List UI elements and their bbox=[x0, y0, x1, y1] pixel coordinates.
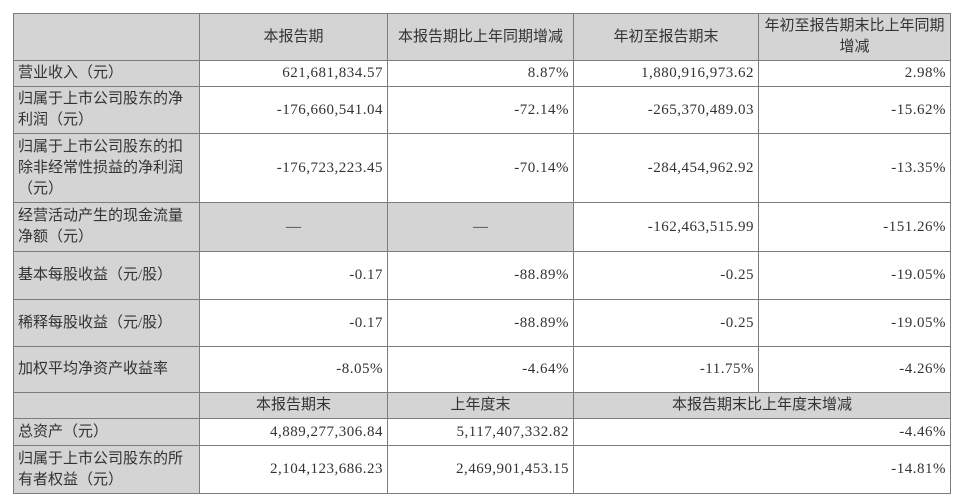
non-recurring-ytd-yoy: -13.35% bbox=[758, 133, 951, 203]
diluted-eps-ytd: -0.25 bbox=[573, 299, 759, 347]
header-prev-year-end: 上年度末 bbox=[387, 392, 574, 419]
non-recurring-period-yoy: -70.14% bbox=[387, 133, 574, 203]
diluted-eps-ytd-yoy: -19.05% bbox=[758, 299, 951, 347]
non-recurring-ytd: -284,454,962.92 bbox=[573, 133, 759, 203]
corner-empty-cell bbox=[13, 13, 200, 61]
row-label-total-assets: 总资产（元） bbox=[13, 418, 200, 446]
revenue-ytd-yoy: 2.98% bbox=[758, 60, 951, 87]
net-profit-row: 归属于上市公司股东的净利润（元） -176,660,541.04 -72.14%… bbox=[13, 86, 951, 134]
cash-flow-current-period-dash: — bbox=[199, 202, 388, 252]
revenue-ytd: 1,880,916,973.62 bbox=[573, 60, 759, 87]
equity-prev-year-end: 2,469,901,453.15 bbox=[387, 445, 574, 494]
roe-row: 加权平均净资产收益率 -8.05% -4.64% -11.75% -4.26% bbox=[13, 346, 951, 393]
header-ytd-yoy-change: 年初至报告期末比上年同期增减 bbox=[758, 13, 951, 61]
header-current-period: 本报告期 bbox=[199, 13, 388, 61]
header-period-yoy-change: 本报告期比上年同期增减 bbox=[387, 13, 574, 61]
roe-ytd: -11.75% bbox=[573, 346, 759, 393]
equity-period-end: 2,104,123,686.23 bbox=[199, 445, 388, 494]
financial-summary-table: 本报告期 本报告期比上年同期增减 年初至报告期末 年初至报告期末比上年同期增减 … bbox=[13, 13, 951, 494]
cash-flow-ytd: -162,463,515.99 bbox=[573, 202, 759, 252]
row-label-equity: 归属于上市公司股东的所有者权益（元） bbox=[13, 445, 200, 494]
header-period-end-change: 本报告期末比上年度末增减 bbox=[573, 392, 951, 419]
basic-eps-row: 基本每股收益（元/股） -0.17 -88.89% -0.25 -19.05% bbox=[13, 251, 951, 300]
total-assets-prev-year-end: 5,117,407,332.82 bbox=[387, 418, 574, 446]
basic-eps-ytd: -0.25 bbox=[573, 251, 759, 300]
total-assets-change: -4.46% bbox=[573, 418, 951, 446]
roe-current-period: -8.05% bbox=[199, 346, 388, 393]
basic-eps-current-period: -0.17 bbox=[199, 251, 388, 300]
corner-empty-cell-2 bbox=[13, 392, 200, 419]
row-label-basic-eps: 基本每股收益（元/股） bbox=[13, 251, 200, 300]
basic-eps-period-yoy: -88.89% bbox=[387, 251, 574, 300]
diluted-eps-row: 稀释每股收益（元/股） -0.17 -88.89% -0.25 -19.05% bbox=[13, 299, 951, 347]
revenue-row: 营业收入（元） 621,681,834.57 8.87% 1,880,916,9… bbox=[13, 60, 951, 87]
header-ytd: 年初至报告期末 bbox=[573, 13, 759, 61]
row-label-cash-flow: 经营活动产生的现金流量净额（元） bbox=[13, 202, 200, 252]
period-end-header-row: 本报告期末 上年度末 本报告期末比上年度末增减 bbox=[13, 392, 951, 419]
total-assets-row: 总资产（元） 4,889,277,306.84 5,117,407,332.82… bbox=[13, 418, 951, 446]
row-label-roe: 加权平均净资产收益率 bbox=[13, 346, 200, 393]
row-label-revenue: 营业收入（元） bbox=[13, 60, 200, 87]
roe-ytd-yoy: -4.26% bbox=[758, 346, 951, 393]
revenue-current-period: 621,681,834.57 bbox=[199, 60, 388, 87]
net-profit-current-period: -176,660,541.04 bbox=[199, 86, 388, 134]
cash-flow-period-yoy-dash: — bbox=[387, 202, 574, 252]
row-label-net-profit: 归属于上市公司股东的净利润（元） bbox=[13, 86, 200, 134]
revenue-period-yoy: 8.87% bbox=[387, 60, 574, 87]
non-recurring-net-profit-row: 归属于上市公司股东的扣除非经常性损益的净利润（元） -176,723,223.4… bbox=[13, 133, 951, 203]
net-profit-period-yoy: -72.14% bbox=[387, 86, 574, 134]
header-period-end: 本报告期末 bbox=[199, 392, 388, 419]
cash-flow-row: 经营活动产生的现金流量净额（元） — — -162,463,515.99 -15… bbox=[13, 202, 951, 252]
diluted-eps-current-period: -0.17 bbox=[199, 299, 388, 347]
equity-change: -14.81% bbox=[573, 445, 951, 494]
cash-flow-ytd-yoy: -151.26% bbox=[758, 202, 951, 252]
period-header-row: 本报告期 本报告期比上年同期增减 年初至报告期末 年初至报告期末比上年同期增减 bbox=[13, 13, 951, 61]
total-assets-period-end: 4,889,277,306.84 bbox=[199, 418, 388, 446]
basic-eps-ytd-yoy: -19.05% bbox=[758, 251, 951, 300]
diluted-eps-period-yoy: -88.89% bbox=[387, 299, 574, 347]
non-recurring-current-period: -176,723,223.45 bbox=[199, 133, 388, 203]
equity-row: 归属于上市公司股东的所有者权益（元） 2,104,123,686.23 2,46… bbox=[13, 445, 951, 494]
net-profit-ytd: -265,370,489.03 bbox=[573, 86, 759, 134]
row-label-non-recurring-net-profit: 归属于上市公司股东的扣除非经常性损益的净利润（元） bbox=[13, 133, 200, 203]
row-label-diluted-eps: 稀释每股收益（元/股） bbox=[13, 299, 200, 347]
roe-period-yoy: -4.64% bbox=[387, 346, 574, 393]
net-profit-ytd-yoy: -15.62% bbox=[758, 86, 951, 134]
